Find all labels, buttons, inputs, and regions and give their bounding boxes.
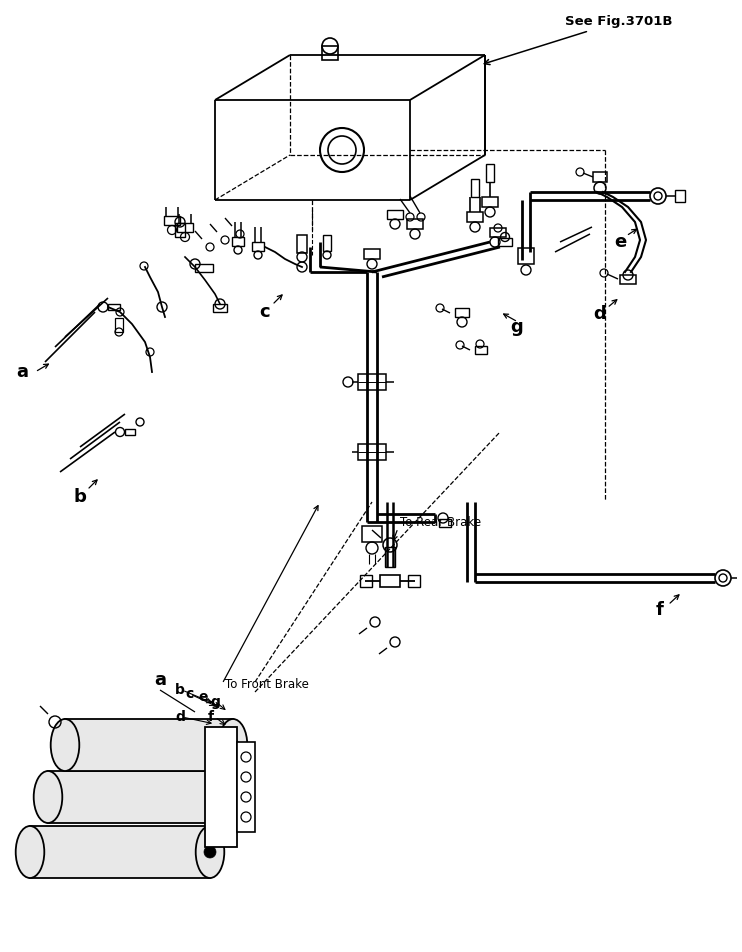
Bar: [177, 223, 193, 232]
Bar: [387, 210, 403, 219]
Bar: [323, 235, 331, 251]
Bar: [439, 519, 451, 527]
Bar: [108, 304, 120, 310]
Text: To Front Brake: To Front Brake: [225, 678, 309, 690]
Bar: [380, 575, 400, 587]
Bar: [408, 575, 420, 587]
Bar: [358, 374, 386, 390]
Text: f: f: [208, 710, 214, 724]
Bar: [175, 223, 185, 237]
Text: b: b: [175, 683, 185, 697]
Bar: [455, 308, 469, 317]
Text: g: g: [210, 695, 220, 709]
Ellipse shape: [33, 771, 62, 823]
Ellipse shape: [219, 719, 247, 771]
Ellipse shape: [196, 826, 224, 878]
Ellipse shape: [16, 826, 45, 878]
Bar: [471, 179, 479, 197]
Bar: [360, 575, 372, 587]
Text: a: a: [154, 671, 166, 689]
Bar: [475, 346, 487, 354]
Text: d: d: [175, 710, 185, 724]
Text: c: c: [260, 303, 270, 321]
Bar: [125, 429, 135, 435]
Bar: [232, 237, 244, 246]
Bar: [237, 742, 255, 832]
Circle shape: [217, 791, 229, 803]
Text: e: e: [198, 690, 208, 704]
Bar: [482, 197, 498, 207]
Bar: [252, 242, 264, 251]
Ellipse shape: [209, 771, 237, 823]
Bar: [195, 264, 213, 272]
Circle shape: [227, 739, 239, 751]
Bar: [498, 238, 512, 246]
Bar: [65, 719, 233, 771]
Bar: [164, 216, 180, 225]
Bar: [486, 164, 494, 182]
Bar: [30, 826, 210, 878]
Text: b: b: [73, 488, 86, 506]
Text: a: a: [16, 363, 28, 381]
Bar: [362, 526, 382, 542]
Text: c: c: [185, 687, 193, 701]
Bar: [467, 212, 483, 222]
Text: See Fig.3701B: See Fig.3701B: [485, 15, 672, 65]
Bar: [213, 304, 227, 312]
Bar: [115, 318, 123, 332]
Ellipse shape: [50, 719, 79, 771]
Text: d: d: [594, 305, 606, 323]
Bar: [297, 235, 307, 253]
Bar: [593, 172, 607, 182]
Bar: [518, 248, 534, 264]
Bar: [490, 228, 506, 237]
Circle shape: [204, 846, 216, 858]
Bar: [675, 190, 685, 202]
Bar: [385, 547, 395, 567]
Text: f: f: [656, 601, 664, 619]
Text: To Rear Brake: To Rear Brake: [400, 515, 481, 528]
Bar: [205, 727, 237, 847]
Bar: [620, 275, 636, 284]
Bar: [364, 249, 380, 259]
Text: e: e: [614, 233, 626, 251]
Bar: [48, 771, 223, 823]
Bar: [322, 46, 338, 60]
Bar: [407, 219, 423, 229]
Text: g: g: [510, 318, 523, 336]
Bar: [358, 444, 386, 460]
